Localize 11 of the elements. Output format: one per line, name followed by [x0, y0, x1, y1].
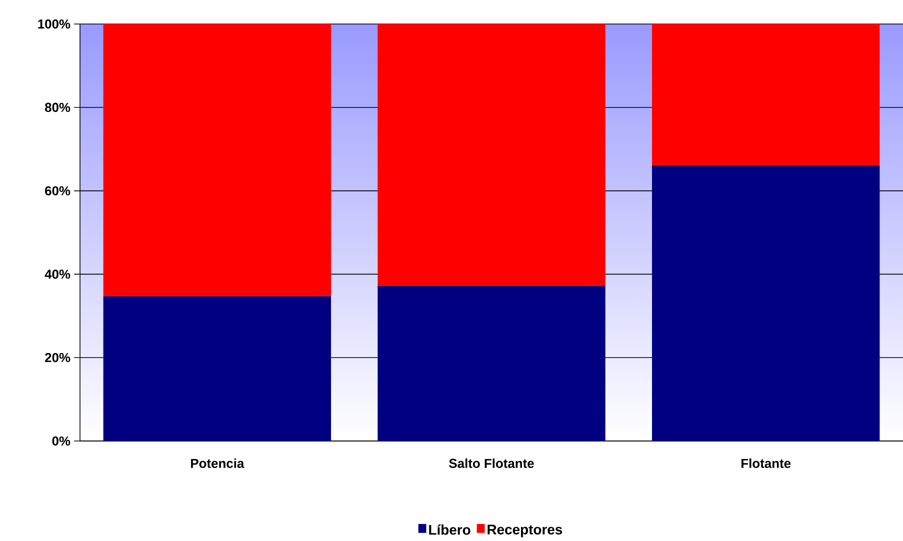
x-tick-label: Flotante [742, 458, 791, 468]
x-tick-label: Salto Flotante [449, 458, 534, 468]
y-tick-label: 40% [44, 270, 70, 279]
y-tick-label: 100% [38, 19, 70, 29]
y-tick-label: 20% [45, 353, 70, 362]
legend-label: Líbero [429, 524, 470, 535]
y-tick-label: 0% [52, 436, 70, 446]
legend-label: Receptores [488, 524, 562, 538]
y-tick-label: 60% [45, 186, 70, 196]
x-tick-label: Potencia [191, 458, 244, 468]
y-tick-label: 80% [44, 102, 70, 112]
